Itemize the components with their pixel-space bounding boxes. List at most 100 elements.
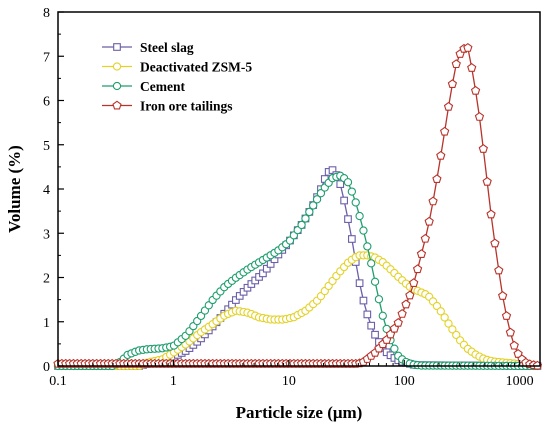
data-point <box>309 201 318 210</box>
data-point <box>371 330 379 339</box>
legend-marker <box>113 43 121 51</box>
data-point <box>359 296 368 305</box>
data-point <box>235 292 244 300</box>
data-point <box>440 313 449 322</box>
data-point <box>405 290 415 300</box>
data-point <box>490 238 500 248</box>
data-point <box>378 311 387 320</box>
data-point <box>412 264 423 274</box>
legend-item-iron-ore-tailings: Iron ore tailings <box>102 99 233 114</box>
data-point <box>355 211 364 221</box>
ticks-layer: 0.1 1 10 100 1000 0 1 2 3 4 5 6 7 8 <box>43 6 534 389</box>
x-tick-label: 10 <box>282 374 296 389</box>
data-point <box>239 287 248 296</box>
data-point <box>401 299 411 309</box>
data-point <box>370 277 380 286</box>
data-point <box>444 319 453 328</box>
data-point <box>363 242 372 251</box>
data-point <box>478 144 488 153</box>
legend-marker <box>112 100 122 110</box>
y-tick-label: 6 <box>43 95 50 110</box>
y-tick-label: 2 <box>43 272 50 287</box>
legend-label: Iron ore tailings <box>140 99 233 114</box>
series-iron-ore-tailings <box>53 42 543 370</box>
series-cement <box>53 171 542 371</box>
data-point <box>355 279 364 288</box>
data-point <box>470 85 481 95</box>
legend-label: Deactivated ZSM-5 <box>140 60 252 75</box>
legend-marker <box>112 81 122 91</box>
data-point <box>351 198 360 207</box>
data-point <box>228 300 236 309</box>
data-point <box>451 59 461 69</box>
data-point <box>367 321 376 330</box>
data-point <box>266 260 275 268</box>
data-point <box>343 178 353 187</box>
data-point <box>340 196 348 205</box>
legend-label: Steel slag <box>140 40 194 55</box>
data-point <box>440 126 450 136</box>
data-point <box>359 226 368 235</box>
x-tick-label: 0.1 <box>49 374 67 389</box>
series-layer <box>53 42 543 371</box>
data-point <box>467 63 477 72</box>
data-point <box>390 344 399 353</box>
data-point <box>301 214 310 223</box>
x-tick-label: 1 <box>170 374 177 389</box>
data-point <box>409 278 419 287</box>
data-point <box>482 176 492 186</box>
series-line-cement <box>58 175 538 367</box>
data-point <box>397 308 407 318</box>
legend-item-cement: Cement <box>102 79 185 94</box>
data-point <box>367 259 376 268</box>
series-steel-slag <box>54 166 542 370</box>
y-tick-label: 5 <box>43 139 50 154</box>
y-tick-label: 7 <box>43 50 50 65</box>
y-tick-label: 4 <box>43 183 50 198</box>
data-point <box>297 220 306 230</box>
data-point <box>316 189 326 198</box>
x-tick-label: 100 <box>394 374 415 389</box>
legend: Steel slag Deactivated ZSM-5 Cement Iron or… <box>102 40 252 114</box>
y-tick-label: 3 <box>43 227 50 242</box>
data-point <box>424 216 434 226</box>
data-point <box>443 101 454 111</box>
data-point <box>509 340 519 350</box>
data-point <box>486 209 496 219</box>
data-point <box>336 180 345 188</box>
data-point <box>463 42 473 52</box>
data-point <box>363 310 372 319</box>
data-point <box>259 269 267 278</box>
series-line-steel-slag <box>58 169 538 367</box>
legend-marker <box>112 62 122 71</box>
legend-label: Cement <box>140 79 185 94</box>
data-point <box>374 295 384 304</box>
data-point <box>436 307 445 316</box>
data-point <box>393 317 403 327</box>
data-point <box>328 166 337 174</box>
data-point <box>494 265 504 275</box>
data-point <box>416 249 427 259</box>
data-point <box>474 111 485 121</box>
legend-item-deactivated-zsm-5: Deactivated ZSM-5 <box>102 60 252 75</box>
x-tick-label: 1000 <box>506 374 534 389</box>
y-tick-label: 8 <box>43 6 50 21</box>
data-point <box>305 207 314 217</box>
data-point <box>505 327 516 337</box>
x-axis-title: Particle size (μm) <box>236 403 363 422</box>
data-point <box>498 291 508 300</box>
legend-item-steel-slag: Steel slag <box>102 40 194 55</box>
data-point <box>312 195 322 204</box>
data-point <box>501 311 512 320</box>
y-tick-label: 1 <box>43 316 50 331</box>
data-point <box>432 174 442 184</box>
data-point <box>420 233 430 243</box>
data-point <box>448 325 457 334</box>
data-point <box>262 264 271 273</box>
data-point <box>344 215 352 223</box>
data-point <box>232 296 240 304</box>
y-tick-label: 0 <box>43 360 50 375</box>
data-point <box>347 187 357 196</box>
data-point <box>428 196 438 206</box>
